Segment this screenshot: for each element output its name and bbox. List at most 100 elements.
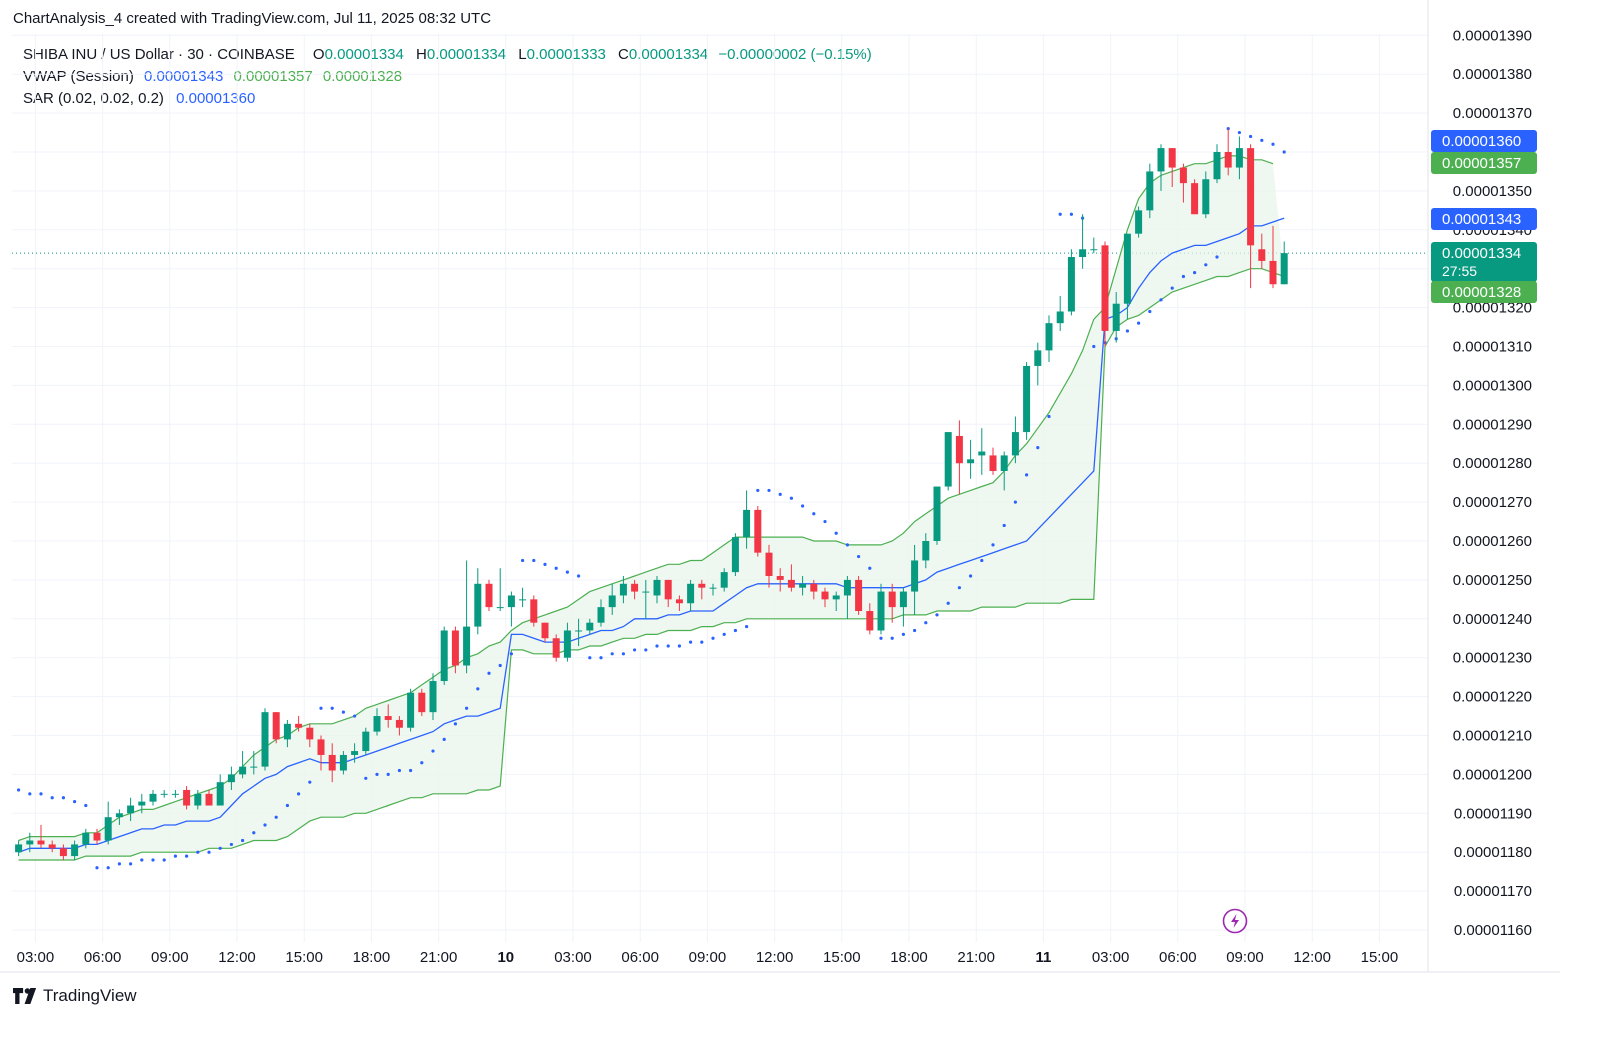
candle-body bbox=[720, 572, 728, 588]
candle-body bbox=[709, 587, 717, 589]
price-tag-label: 0.00001360 bbox=[1442, 133, 1521, 150]
candle-body bbox=[160, 793, 168, 795]
price-tick-label: 0.00001240 bbox=[1453, 611, 1532, 628]
candle-body bbox=[765, 552, 773, 577]
candle-body bbox=[171, 793, 179, 795]
time-tick-label: 03:00 bbox=[17, 949, 55, 966]
price-tick-label: 0.00001190 bbox=[1454, 805, 1532, 822]
sar-dot bbox=[722, 632, 726, 636]
candle bbox=[1157, 144, 1165, 191]
sar-dot bbox=[95, 866, 99, 870]
sar-dot bbox=[1092, 344, 1096, 349]
sar-dot bbox=[554, 566, 558, 570]
sar-dot bbox=[845, 543, 850, 547]
candle-body bbox=[1090, 249, 1098, 251]
sar-dot bbox=[1181, 274, 1185, 279]
price-tick-label: 0.00001180 bbox=[1454, 844, 1532, 861]
candle-body bbox=[48, 844, 56, 849]
candle-body bbox=[418, 692, 426, 713]
vwap-upper-line bbox=[18, 155, 1274, 842]
price-tick-label: 0.00001170 bbox=[1454, 883, 1532, 900]
low-label: L bbox=[518, 46, 527, 63]
time-tick-label: 12:00 bbox=[756, 949, 794, 966]
candle bbox=[821, 587, 829, 608]
candle-body bbox=[306, 727, 314, 740]
candle-body bbox=[328, 754, 336, 771]
candle-body bbox=[1056, 311, 1064, 324]
candle-body bbox=[978, 451, 986, 456]
sar-dot bbox=[196, 850, 200, 854]
sar-dot bbox=[857, 554, 861, 559]
price-tag: 0.00001357 bbox=[1431, 152, 1537, 174]
sar-dot bbox=[924, 621, 928, 625]
sar-dot bbox=[1215, 255, 1219, 259]
vwap-legend-row[interactable]: VWAP (Session) 0.00001343 0.00001357 0.0… bbox=[23, 66, 872, 88]
candle-body bbox=[911, 560, 919, 592]
sar-dot bbox=[151, 858, 155, 862]
low-value: 0.00001333 bbox=[526, 46, 606, 63]
candle-body bbox=[519, 599, 527, 601]
sar-dot bbox=[1271, 142, 1275, 146]
candle bbox=[1067, 249, 1075, 316]
sar-dot bbox=[263, 823, 267, 827]
candle bbox=[339, 751, 347, 775]
candle bbox=[799, 576, 807, 596]
symbol-title[interactable]: SHIBA INU / US Dollar · 30 · COINBASE bbox=[23, 46, 295, 63]
time-axis[interactable]: 03:00 06:00 09:00 12:00 15:00 18:00 21:00 10 03:… bbox=[17, 949, 1399, 966]
sar-dot bbox=[745, 624, 749, 629]
price-tag-label: 0.00001334 bbox=[1442, 245, 1521, 262]
price-tag: 0.00001360 bbox=[1431, 130, 1537, 152]
sar-dot bbox=[453, 722, 457, 726]
candle-body bbox=[183, 789, 191, 806]
time-tick-label: 15:00 bbox=[285, 949, 323, 966]
candle bbox=[1056, 295, 1064, 331]
candle-body bbox=[1247, 148, 1255, 246]
sar-dot bbox=[509, 652, 513, 656]
candle-body bbox=[933, 486, 941, 541]
high-value: 0.00001334 bbox=[426, 46, 507, 63]
candle bbox=[978, 428, 986, 475]
sar-dot bbox=[173, 854, 177, 858]
candle bbox=[687, 579, 695, 612]
candle bbox=[451, 626, 459, 674]
sar-dot bbox=[386, 772, 390, 777]
candle bbox=[709, 583, 717, 596]
candle-body bbox=[866, 611, 874, 631]
sar-dot bbox=[465, 706, 469, 710]
candle bbox=[1179, 163, 1187, 203]
price-tick-label: 0.00001160 bbox=[1454, 922, 1532, 939]
candle-body bbox=[810, 583, 818, 592]
sar-legend-row[interactable]: SAR (0.02, 0.02, 0.2) 0.00001360 bbox=[23, 88, 872, 110]
candle bbox=[810, 579, 818, 600]
candle-body bbox=[1146, 171, 1154, 211]
candle-body bbox=[507, 595, 515, 608]
candle bbox=[653, 576, 661, 604]
candle bbox=[261, 708, 269, 771]
candle-body bbox=[787, 579, 795, 588]
candle bbox=[418, 688, 426, 717]
candle bbox=[586, 618, 594, 635]
price-tick-label: 0.00001350 bbox=[1453, 183, 1532, 200]
price-axis[interactable]: 0.00001160 0.00001170 0.00001180 0.00001190… bbox=[1453, 27, 1532, 939]
sar-dot bbox=[756, 488, 760, 493]
candle bbox=[351, 743, 359, 763]
sar-dot bbox=[50, 796, 54, 800]
ohlc-legend-row: SHIBA INU / US Dollar · 30 · COINBASE O0… bbox=[23, 44, 872, 66]
candle bbox=[440, 626, 448, 685]
candle-body bbox=[272, 712, 280, 740]
candle-body bbox=[619, 583, 627, 596]
sar-dot bbox=[297, 792, 301, 796]
candle-body bbox=[138, 801, 146, 806]
candle bbox=[227, 766, 235, 790]
candle-body bbox=[1269, 260, 1277, 285]
candle-body bbox=[586, 622, 594, 631]
price-tick-label: 0.00001320 bbox=[1453, 300, 1532, 317]
candle-body bbox=[127, 805, 135, 814]
sar-dot bbox=[767, 488, 771, 493]
time-tick-label: 10 bbox=[497, 949, 514, 966]
candle-body bbox=[731, 537, 739, 573]
price-tick-label: 0.00001250 bbox=[1453, 572, 1532, 589]
lightning-icon[interactable] bbox=[1222, 908, 1248, 934]
time-tick-label: 15:00 bbox=[823, 949, 861, 966]
